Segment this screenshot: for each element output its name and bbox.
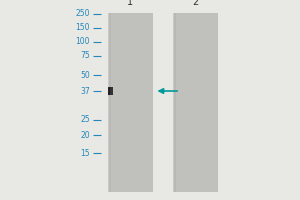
Bar xyxy=(173,13,174,192)
Bar xyxy=(173,13,175,192)
Bar xyxy=(109,87,111,95)
Bar xyxy=(109,13,110,192)
Bar xyxy=(109,13,110,192)
Text: 250: 250 xyxy=(76,9,90,19)
Bar xyxy=(173,13,175,192)
Bar xyxy=(109,13,110,192)
Bar xyxy=(172,13,174,192)
Bar xyxy=(110,87,112,95)
Bar xyxy=(173,13,175,192)
Text: 100: 100 xyxy=(76,38,90,46)
Bar xyxy=(108,87,110,95)
Bar xyxy=(109,87,111,95)
Bar xyxy=(173,13,174,192)
Bar xyxy=(108,13,110,192)
Bar xyxy=(108,13,110,192)
Bar xyxy=(174,13,175,192)
Text: 25: 25 xyxy=(80,116,90,124)
Bar xyxy=(172,13,174,192)
Bar xyxy=(173,13,175,192)
Bar xyxy=(173,13,175,192)
Bar xyxy=(109,13,110,192)
Bar xyxy=(172,13,218,192)
Bar xyxy=(174,13,176,192)
Text: 37: 37 xyxy=(80,87,90,96)
Bar xyxy=(109,13,110,192)
Bar xyxy=(173,13,174,192)
Bar xyxy=(110,87,112,95)
Text: 20: 20 xyxy=(80,131,90,140)
Bar xyxy=(110,13,111,192)
Bar xyxy=(108,13,153,192)
Bar xyxy=(174,13,175,192)
Bar xyxy=(109,87,111,95)
Text: 75: 75 xyxy=(80,51,90,60)
Bar xyxy=(173,13,174,192)
Bar xyxy=(173,13,175,192)
Bar xyxy=(109,13,110,192)
Bar xyxy=(174,13,175,192)
Bar xyxy=(110,87,112,95)
Bar xyxy=(110,87,112,95)
Bar xyxy=(172,13,174,192)
Text: 15: 15 xyxy=(80,148,90,158)
Text: 150: 150 xyxy=(76,23,90,32)
Bar xyxy=(174,13,176,192)
Text: 2: 2 xyxy=(192,0,198,7)
Bar xyxy=(109,13,111,192)
Bar xyxy=(174,13,175,192)
Bar xyxy=(109,13,111,192)
Bar xyxy=(108,87,111,95)
Bar xyxy=(173,13,174,192)
Bar xyxy=(108,87,110,95)
Bar xyxy=(174,13,176,192)
Bar xyxy=(110,87,112,95)
Bar xyxy=(173,13,175,192)
Bar xyxy=(109,13,110,192)
Bar xyxy=(108,13,110,192)
Bar xyxy=(109,13,110,192)
Bar xyxy=(109,13,110,192)
Bar xyxy=(109,13,110,192)
Bar xyxy=(109,13,111,192)
Bar xyxy=(109,87,111,95)
Bar xyxy=(109,13,111,192)
Bar xyxy=(173,13,175,192)
Bar xyxy=(109,13,111,192)
Bar xyxy=(109,87,112,95)
Bar xyxy=(108,13,110,192)
Bar xyxy=(173,13,175,192)
Bar xyxy=(173,13,175,192)
Bar xyxy=(109,13,110,192)
Bar xyxy=(109,87,111,95)
Bar xyxy=(109,13,110,192)
Bar xyxy=(108,87,110,95)
Bar xyxy=(108,13,110,192)
Bar xyxy=(110,87,112,95)
Bar xyxy=(174,13,175,192)
Bar xyxy=(110,87,112,95)
Bar xyxy=(108,13,110,192)
Bar xyxy=(110,13,111,192)
Text: 1: 1 xyxy=(128,0,134,7)
Bar xyxy=(109,87,111,95)
Bar xyxy=(174,13,175,192)
Bar xyxy=(108,13,110,192)
Bar xyxy=(173,13,175,192)
Bar xyxy=(108,13,110,192)
Bar xyxy=(173,13,175,192)
Bar xyxy=(173,13,174,192)
Bar xyxy=(109,87,111,95)
Bar xyxy=(109,13,111,192)
Bar xyxy=(110,87,112,95)
Bar xyxy=(110,13,111,192)
Bar xyxy=(108,13,110,192)
Text: 50: 50 xyxy=(80,71,90,79)
